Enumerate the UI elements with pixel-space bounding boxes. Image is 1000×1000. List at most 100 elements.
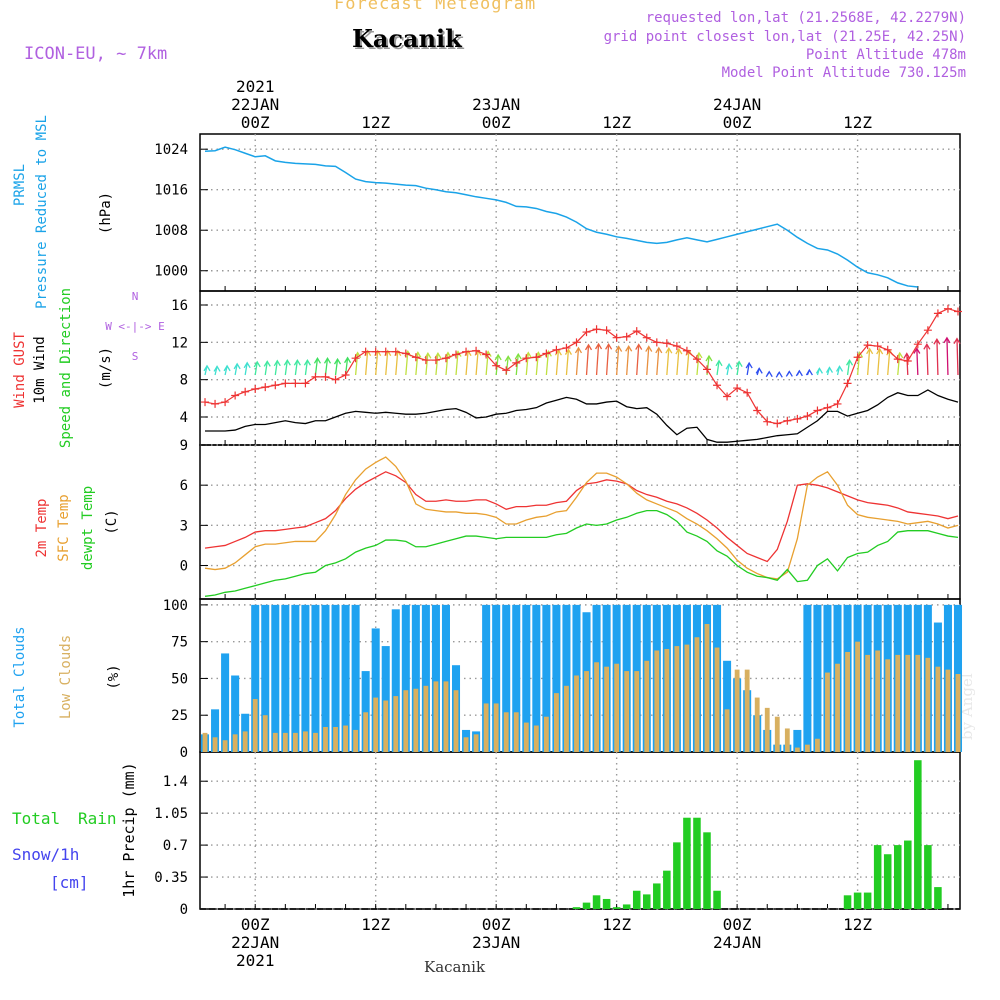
- gust-marker: [582, 328, 591, 337]
- low-cloud-bar: [724, 709, 730, 752]
- low-cloud-bar: [644, 660, 650, 752]
- gust-marker: [281, 379, 290, 388]
- wind-direction-arrow: [926, 344, 929, 376]
- total-cloud-bar: [361, 671, 370, 752]
- wind-direction-arrow: [274, 360, 278, 376]
- rain-bar: [883, 854, 892, 909]
- low-cloud-bar: [313, 732, 318, 752]
- gust-marker: [462, 347, 471, 356]
- total-cloud-bar: [482, 604, 491, 752]
- panel-frame-wind: [199, 290, 961, 446]
- model-label: ICON-EU, ~ 7km: [24, 44, 168, 64]
- low-cloud-bar: [282, 732, 288, 752]
- gust-marker: [632, 327, 641, 336]
- low-cloud-bar: [523, 722, 529, 752]
- wind-arrow-head: [933, 337, 941, 345]
- total-cloud-bar: [562, 604, 571, 752]
- low-cloud-bar: [704, 624, 710, 752]
- y-tick-label: 16: [171, 298, 188, 314]
- rain-bar: [612, 907, 621, 909]
- low-cloud-bar: [212, 737, 218, 752]
- precip-unit-label: 1hr Precip (mm): [120, 762, 138, 897]
- gust-marker: [753, 406, 762, 415]
- low-cloud-bar: [634, 671, 640, 752]
- top-time-label: 22JAN: [231, 95, 279, 114]
- low-cloud-bar: [875, 650, 881, 752]
- total-cloud-bar: [321, 604, 330, 752]
- wind-direction-arrow: [334, 359, 339, 376]
- wind-direction-arrow: [887, 350, 891, 376]
- low-cloud-bar: [654, 650, 660, 752]
- wind-direction-arrow: [234, 363, 238, 376]
- y-tick-label: 9: [180, 438, 188, 454]
- wind-direction-arrow: [515, 354, 519, 376]
- gust-marker: [321, 372, 330, 381]
- rain-bar: [622, 904, 631, 909]
- point-altitude: Point Altitude 478m: [805, 47, 966, 63]
- wind-arrow-head: [825, 366, 834, 373]
- wind-arrow-head: [866, 347, 874, 355]
- total-cloud-bar: [803, 604, 812, 752]
- wind-direction-arrow: [264, 361, 268, 376]
- y-tick-label: 1000: [154, 264, 188, 280]
- top-time-label: 2021: [236, 77, 275, 96]
- gust-marker: [532, 353, 541, 362]
- wind-direction-arrow: [636, 344, 640, 376]
- rain-bar: [683, 817, 691, 909]
- y-tick-label: 8: [180, 373, 188, 389]
- gust-marker: [201, 398, 210, 407]
- low-cloud-bar: [684, 644, 690, 752]
- wind-direction-arrow: [475, 350, 479, 376]
- gust-marker: [743, 388, 752, 397]
- wind-direction-arrow: [435, 353, 439, 376]
- y-tick-label: 1.4: [163, 774, 188, 790]
- temp-unit-label: (C): [104, 509, 120, 534]
- gust-marker: [592, 325, 601, 334]
- rain-bar: [904, 840, 912, 909]
- wind-arrow-head: [805, 368, 813, 376]
- temp2m-axis-label: 2m Temp: [34, 498, 50, 557]
- rain-bar: [653, 883, 661, 909]
- gust-marker: [261, 383, 270, 392]
- gust-marker: [833, 399, 842, 408]
- wind-direction-arrow: [385, 350, 389, 376]
- gust-marker: [421, 356, 430, 365]
- low-cloud-bar: [323, 726, 328, 752]
- rain-bar: [713, 890, 721, 909]
- gust-marker: [612, 333, 621, 342]
- rain-bar: [914, 760, 922, 909]
- rain-bar: [924, 845, 932, 909]
- low-cloud-bar: [764, 707, 770, 752]
- wind-unit-label: (m/s): [98, 347, 114, 389]
- wind-arrow-head: [243, 361, 251, 369]
- gust-marker: [391, 347, 400, 356]
- wind-direction-arrow: [365, 350, 369, 376]
- wind-arrow-head: [665, 346, 673, 354]
- gust-marker: [823, 403, 832, 412]
- wind-direction-arrow: [897, 352, 901, 376]
- wind-direction-arrow: [646, 346, 650, 376]
- gust-marker: [411, 353, 420, 362]
- wind-arrow-head: [795, 369, 803, 377]
- rain-bar: [863, 892, 872, 909]
- gust-marker: [452, 350, 461, 359]
- wind-arrow-head: [615, 345, 623, 352]
- total-cloud-bar: [261, 604, 270, 752]
- rain-bar: [572, 907, 581, 909]
- y-tick-label: 0.7: [163, 838, 188, 854]
- low-clouds-axis-label: Low Clouds: [58, 635, 74, 719]
- total-cloud-bar: [211, 709, 220, 752]
- low-cloud-bar: [694, 637, 700, 752]
- gust-marker: [371, 347, 380, 356]
- low-cloud-bar: [855, 641, 861, 752]
- chart-title: Kacanik: [352, 24, 462, 53]
- total-cloud-bar: [492, 604, 501, 752]
- wind-direction-arrow: [555, 350, 560, 376]
- rain-bar: [673, 842, 681, 909]
- wind-arrow-head: [213, 365, 221, 372]
- gust-marker: [803, 412, 812, 421]
- pressure-line: [204, 146, 918, 288]
- wind-direction-arrow: [605, 344, 610, 376]
- low-cloud-bar: [543, 716, 549, 752]
- wind-direction-arrow: [415, 352, 419, 376]
